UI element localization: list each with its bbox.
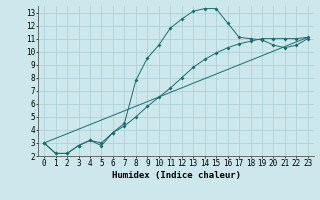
X-axis label: Humidex (Indice chaleur): Humidex (Indice chaleur): [111, 171, 241, 180]
